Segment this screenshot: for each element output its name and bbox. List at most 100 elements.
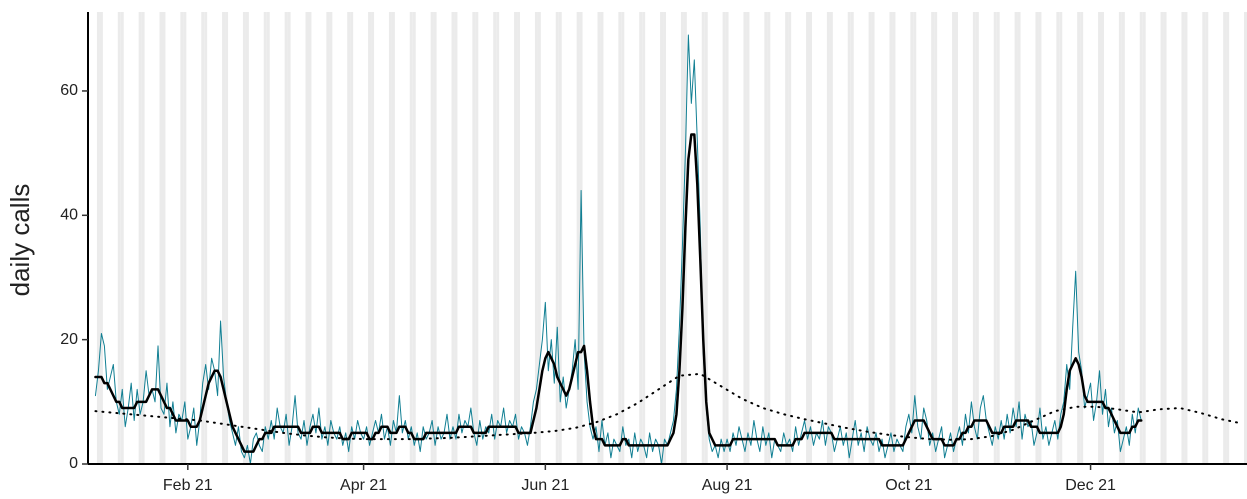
x-tick-label: Oct 21 [885, 477, 932, 494]
weekend-band [1163, 12, 1167, 464]
weekend-band [764, 12, 768, 464]
weekend-band [558, 12, 562, 464]
x-tick-label: Aug 21 [702, 477, 753, 494]
weekend-band [746, 12, 750, 464]
weekend-band [934, 12, 938, 464]
y-tick-label: 0 [69, 455, 78, 472]
series-line [94, 34, 1142, 465]
weekend-band [785, 12, 789, 464]
weekend-band [242, 12, 246, 464]
weekend-band [475, 12, 479, 464]
weekend-band [451, 12, 455, 464]
weekend-band [537, 12, 541, 464]
weekend-band [305, 12, 309, 464]
weekend-band [829, 12, 833, 464]
weekend-band [409, 12, 413, 464]
x-tick-label: Jun 21 [521, 477, 569, 494]
weekend-band [725, 12, 729, 464]
weekend-band [889, 12, 893, 464]
weekend-band [284, 12, 288, 464]
weekend-band [722, 12, 726, 464]
plot-lines [94, 34, 1244, 465]
weekend-band [1121, 12, 1125, 464]
weekend-band [287, 12, 291, 464]
weekend-band [743, 12, 747, 464]
weekend-band [913, 12, 917, 464]
weekend-band [1118, 12, 1122, 464]
weekend-band [975, 12, 979, 464]
series-line [94, 133, 1143, 453]
weekend-band [162, 12, 166, 464]
weekend-band [952, 12, 956, 464]
weekend-band [371, 12, 375, 464]
weekend-band [308, 12, 312, 464]
weekend-band [180, 12, 184, 464]
weekend-band [1017, 12, 1021, 464]
weekend-band [1056, 12, 1060, 464]
weekend-band [993, 12, 997, 464]
weekend-band [329, 12, 333, 464]
weekend-band [517, 12, 521, 464]
weekend-band [868, 12, 872, 464]
weekend-band [222, 12, 226, 464]
weekend-band [326, 12, 330, 464]
weekend-band [892, 12, 896, 464]
weekend-band [1035, 12, 1039, 464]
weekend-band [1181, 12, 1185, 464]
weekend-band [663, 12, 667, 464]
weekend-band [826, 12, 830, 464]
weekend-band [391, 12, 395, 464]
weekend-band [767, 12, 771, 464]
weekend-band [120, 12, 124, 464]
y-tick-label: 40 [60, 207, 78, 224]
weekend-band [955, 12, 958, 464]
weekend-band [117, 12, 121, 464]
weekend-band [493, 12, 497, 464]
weekend-band [931, 12, 935, 464]
weekend-band [660, 12, 664, 464]
weekend-band [642, 12, 646, 464]
weekend-band [621, 12, 625, 464]
weekend-band [1098, 12, 1102, 464]
weekend-band [1226, 12, 1230, 464]
weekend-band [1077, 12, 1081, 464]
weekend-band [347, 12, 351, 464]
weekend-band [1244, 12, 1247, 464]
weekend-band [701, 12, 705, 464]
y-tick-label: 60 [60, 82, 78, 99]
y-tick-label: 20 [60, 331, 78, 348]
weekend-band [454, 12, 458, 464]
weekend-band [1059, 12, 1063, 464]
weekend-band [350, 12, 354, 464]
weekend-band [138, 12, 142, 464]
weekend-band [183, 12, 187, 464]
weekend-band [597, 12, 601, 464]
weekend-band [618, 12, 622, 464]
weekend-band [1014, 12, 1018, 464]
weekend-band [201, 12, 205, 464]
weekend-band [1080, 12, 1084, 464]
weekend-band [788, 12, 792, 464]
weekend-band [534, 12, 538, 464]
weekend-shading [96, 12, 1247, 464]
series-line [94, 372, 1244, 441]
weekend-band [99, 12, 103, 464]
weekend-band [204, 12, 208, 464]
weekend-band [972, 12, 976, 464]
weekend-band [1160, 12, 1164, 464]
weekend-band [1205, 12, 1209, 464]
weekend-band [388, 12, 392, 464]
weekend-band [472, 12, 476, 464]
weekend-band [430, 12, 434, 464]
weekend-band [1038, 12, 1042, 464]
weekend-band [555, 12, 559, 464]
weekend-band [806, 12, 810, 464]
weekend-band [433, 12, 437, 464]
y-axis-label: daily calls [5, 184, 35, 297]
weekend-band [1101, 12, 1104, 464]
weekend-band [96, 12, 100, 464]
weekend-band [1202, 12, 1206, 464]
weekend-band [579, 12, 583, 464]
weekend-band [245, 12, 249, 464]
